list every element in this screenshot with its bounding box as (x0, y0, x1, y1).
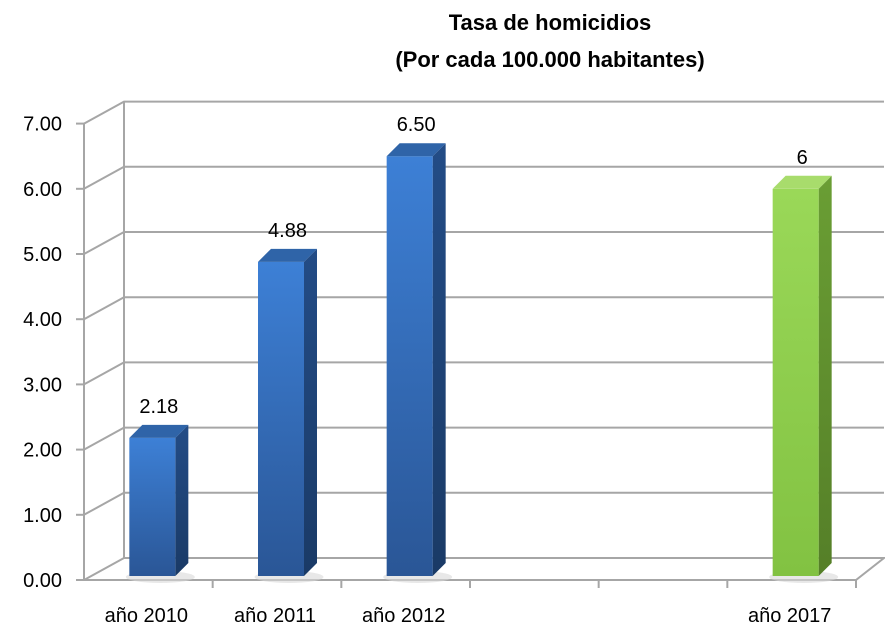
y-tick-label: 2.00 (23, 440, 62, 462)
y-tick-label: 6.00 (23, 179, 62, 201)
x-axis-ticks: año 2010 año 2011 año 2012 año 2017 (105, 580, 857, 627)
data-label: 2.18 (139, 396, 178, 418)
y-tick-label: 1.00 (23, 505, 62, 527)
x-tick-label: año 2012 (362, 605, 445, 627)
y-axis-ticks: 0.00 1.00 2.00 3.00 4.00 5.00 6.00 7.00 (23, 114, 84, 592)
bar (254, 248, 324, 583)
gridline (83, 165, 884, 190)
gridline (83, 100, 884, 125)
gridline (83, 426, 884, 451)
y-tick-label: 3.00 (23, 374, 62, 396)
floor (83, 557, 885, 581)
y-tick-label: 4.00 (23, 309, 62, 331)
gridline (83, 231, 884, 255)
y-tick-label: 0.00 (23, 570, 62, 592)
x-tick-label: año 2010 (105, 605, 188, 627)
bar (125, 424, 195, 583)
bars (125, 143, 839, 583)
x-tick-label: año 2011 (234, 605, 316, 627)
y-tick-label: 7.00 (23, 114, 62, 136)
gridline (83, 361, 884, 386)
gridline (83, 491, 884, 516)
y-tick-label: 5.00 (23, 244, 62, 266)
data-label: 6 (797, 147, 808, 169)
data-label: 4.88 (268, 220, 307, 242)
chart-subtitle: (Por cada 100.000 habitantes) (395, 47, 704, 72)
gridline (83, 296, 884, 321)
data-labels: 2.18 4.88 6.50 6 (139, 114, 807, 418)
data-label: 6.50 (397, 114, 436, 136)
plot-area (83, 100, 885, 581)
chart-title: Tasa de homicidios (449, 10, 652, 35)
bar (769, 175, 839, 583)
x-tick-label: año 2017 (748, 605, 831, 627)
bar (383, 143, 453, 583)
